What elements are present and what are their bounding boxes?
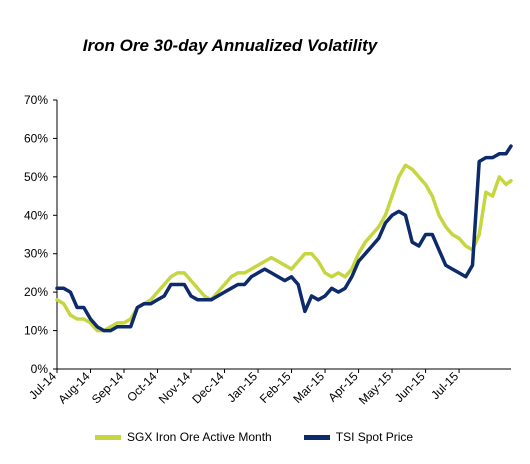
- chart-title: Iron Ore 30-day Annualized Volatility: [82, 36, 378, 55]
- x-tick-label: Dec-14: [189, 369, 226, 406]
- x-tick-label: Nov-14: [156, 369, 193, 406]
- x-tick-label: Sep-14: [89, 369, 126, 406]
- series-line-sgx: [55, 163, 513, 333]
- series-line-tsi: [55, 144, 513, 333]
- x-tick-label: Oct-14: [124, 369, 160, 405]
- chart-legend: SGX Iron Ore Active Month TSI Spot Price: [95, 430, 445, 444]
- x-tick-label: Apr-15: [325, 369, 361, 405]
- x-tick-label: May-15: [356, 369, 394, 407]
- x-tick-label: Mar-15: [290, 369, 327, 406]
- y-tick-label: 70%: [24, 93, 48, 107]
- y-tick-label: 40%: [24, 208, 48, 222]
- x-tick-label: Jan-15: [224, 369, 260, 405]
- y-tick-label: 30%: [24, 247, 48, 261]
- y-tick-label: 10%: [24, 324, 48, 338]
- legend-swatch-sgx: [95, 434, 121, 440]
- legend-swatch-tsi: [303, 434, 330, 440]
- y-tick-label: 50%: [24, 170, 48, 184]
- x-tick-label: Jun-15: [392, 369, 428, 405]
- legend-item-tsi: TSI Spot Price: [303, 430, 414, 444]
- legend-label-sgx: SGX Iron Ore Active Month: [127, 430, 272, 444]
- y-tick-label: 0%: [31, 362, 49, 376]
- legend-item-sgx: SGX Iron Ore Active Month: [95, 430, 272, 444]
- y-tick-label: 60%: [24, 131, 48, 145]
- y-tick-label: 20%: [24, 285, 48, 299]
- x-tick-label: Jul-15: [428, 369, 461, 402]
- x-tick-label: Aug-14: [55, 369, 92, 406]
- legend-label-tsi: TSI Spot Price: [335, 430, 414, 444]
- x-tick-label: Feb-15: [257, 369, 294, 406]
